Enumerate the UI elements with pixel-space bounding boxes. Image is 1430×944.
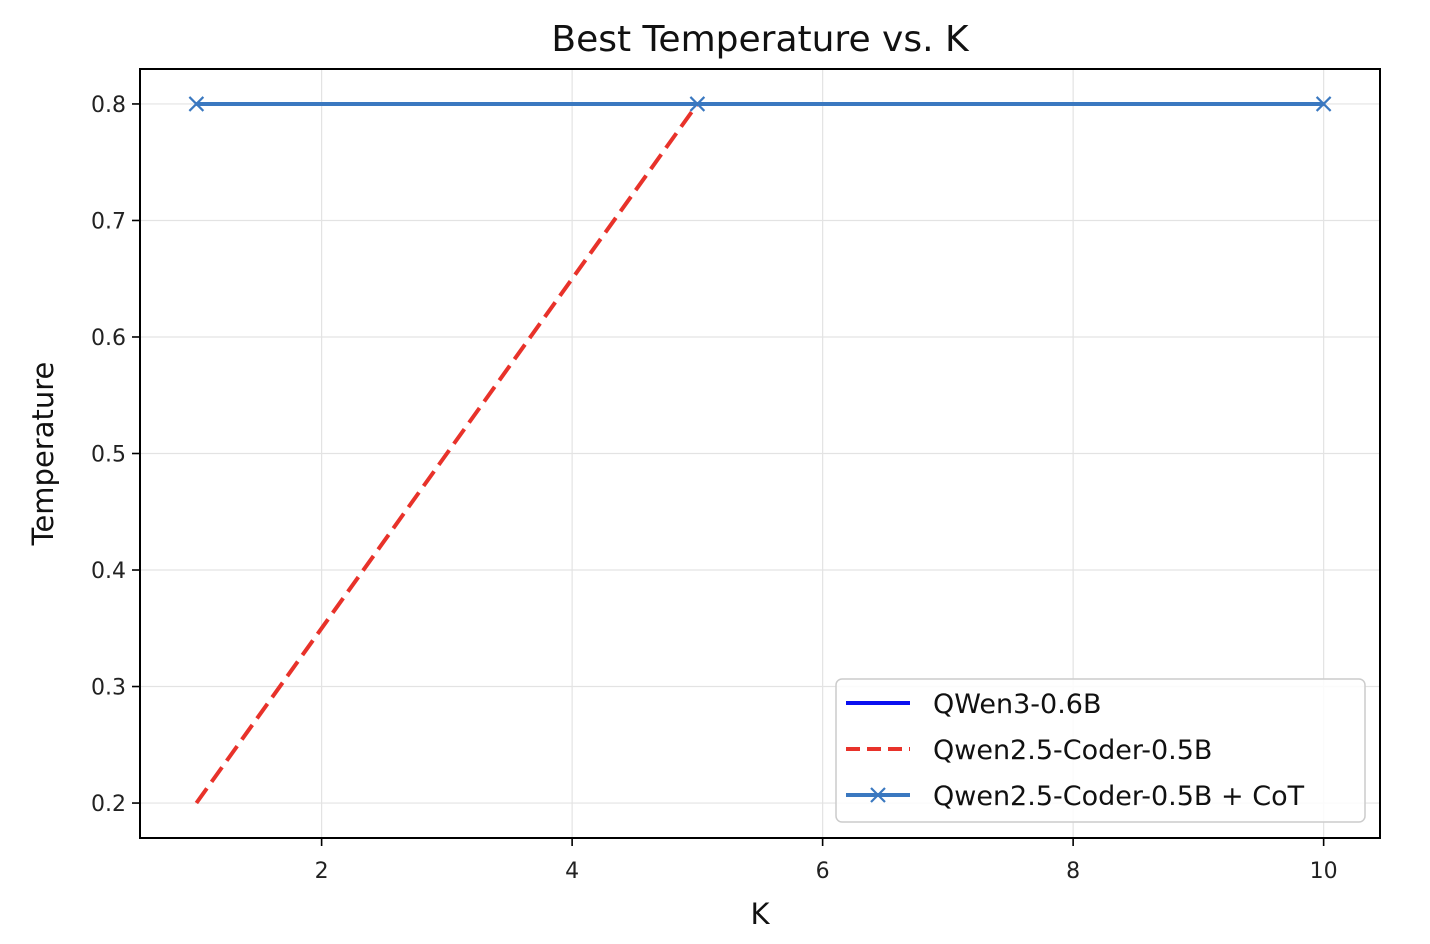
chart-title: Best Temperature vs. K (551, 19, 970, 60)
axis-ticks: 2 4 6 8 10 0.2 0.3 0.4 0.5 0.6 0.7 0.8 (91, 93, 1338, 884)
y-tick-label: 0.8 (91, 93, 126, 118)
legend-box (835, 678, 1366, 823)
x-tick-label: 8 (1066, 859, 1080, 884)
x-tick-label: 6 (816, 859, 830, 884)
y-axis-title: Temperature (26, 362, 60, 547)
x-tick-label: 4 (565, 859, 579, 884)
data-point-marker (1315, 96, 1332, 112)
y-tick-label: 0.3 (91, 676, 126, 701)
legend-entry: Qwen2.5-Coder-0.5B + CoT (846, 781, 1305, 812)
data-point-marker (188, 96, 205, 112)
legend-label: Qwen2.5-Coder-0.5B (933, 735, 1212, 766)
y-tick-label: 0.5 (91, 443, 126, 468)
legend-marker (870, 787, 886, 803)
y-tick-label: 0.4 (91, 559, 126, 584)
x-tick-label: 10 (1310, 859, 1338, 884)
data-point-marker (689, 96, 706, 112)
legend-entry: Qwen2.5-Coder-0.5B (846, 735, 1212, 766)
series-3 (188, 96, 1332, 112)
y-tick-label: 0.2 (91, 792, 126, 817)
series-group (188, 96, 1332, 805)
legend-label: Qwen2.5-Coder-0.5B + CoT (933, 781, 1305, 812)
y-tick-label: 0.6 (91, 326, 126, 351)
x-axis-title: K (750, 897, 770, 931)
y-tick-label: 0.7 (91, 209, 126, 234)
legend: QWen3-0.6B Qwen2.5-Coder-0.5B Qwen2.5-Code… (835, 678, 1366, 823)
legend-label: QWen3-0.6B (933, 689, 1101, 720)
x-tick-label: 2 (315, 859, 329, 884)
legend-entry: QWen3-0.6B (846, 689, 1101, 720)
